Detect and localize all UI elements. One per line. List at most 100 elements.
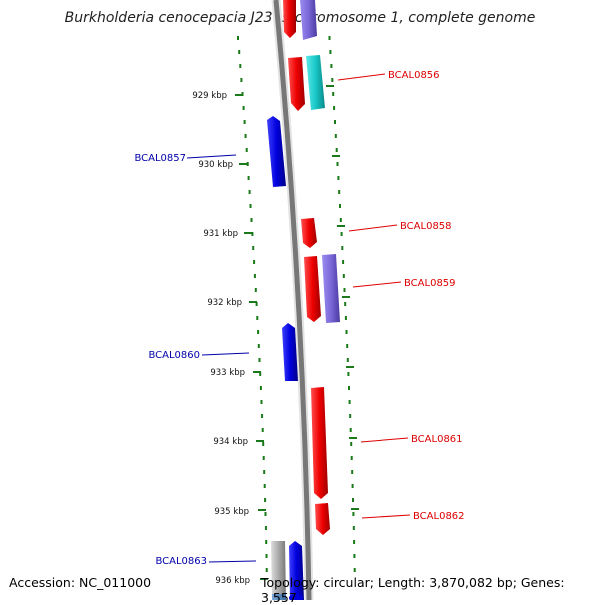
- minor-tick: [330, 64, 333, 68]
- minor-tick: [345, 330, 348, 334]
- minor-tick: [255, 302, 258, 306]
- minor-tick: [263, 484, 266, 488]
- minor-tick: [350, 456, 353, 460]
- minor-tick: [243, 120, 246, 124]
- minor-tick: [340, 232, 343, 236]
- accession-text: Accession: NC_011000: [9, 575, 152, 590]
- gene-bcal0856[interactable]: [288, 57, 305, 111]
- minor-tick: [334, 120, 336, 124]
- gene-label-bcal0862[interactable]: BCAL0862: [413, 511, 465, 522]
- minor-tick: [237, 36, 239, 40]
- minor-tick: [245, 148, 248, 152]
- minor-tick: [258, 358, 261, 362]
- minor-tick: [353, 540, 356, 544]
- tick-label: 936 kbp: [215, 576, 250, 586]
- minor-tick: [248, 190, 251, 194]
- minor-tick: [260, 400, 263, 404]
- genome-summary-text: Topology: circular; Length: 3,870,082 bp…: [261, 575, 565, 605]
- gene-bcal0861[interactable]: [311, 387, 328, 499]
- minor-tick: [344, 316, 347, 320]
- minor-tick: [346, 344, 349, 348]
- minor-tick: [264, 498, 267, 502]
- minor-tick: [242, 106, 245, 110]
- gene-bcal0860[interactable]: [282, 323, 298, 381]
- gene-label-bcal0859[interactable]: BCAL0859: [404, 278, 456, 289]
- minor-tick: [254, 288, 257, 292]
- minor-tick: [351, 484, 354, 488]
- minor-tick: [262, 442, 265, 446]
- minor-tick: [348, 386, 350, 390]
- gene-label-bcal0857[interactable]: BCAL0857: [134, 153, 186, 164]
- feature-teal[interactable]: [306, 55, 325, 110]
- tick-label: 935 kbp: [214, 507, 249, 517]
- gene-labels: BCAL0856 BCAL0857 BCAL0858 BCAL0859 BCAL…: [134, 70, 464, 567]
- minor-tick: [250, 218, 253, 222]
- minor-tick: [265, 540, 268, 544]
- minor-tick: [264, 526, 267, 530]
- minor-tick: [341, 246, 344, 250]
- minor-tick: [251, 232, 254, 236]
- minor-tick: [342, 274, 345, 278]
- map-title: Burkholderia cenocepacia J2315 chromosom…: [64, 10, 536, 26]
- genome-backbone-core: [273, 0, 312, 600]
- minor-tick: [244, 134, 247, 138]
- leader-lines: [186, 73, 411, 563]
- minor-tick: [352, 498, 354, 502]
- minor-tick: [352, 526, 355, 530]
- minor-tick: [252, 246, 255, 250]
- minor-tick: [342, 260, 345, 264]
- gene-label-bcal0863[interactable]: BCAL0863: [155, 556, 207, 567]
- gene-label-bcal0856[interactable]: BCAL0856: [388, 70, 440, 81]
- feature-partial-top-purple[interactable]: [300, 0, 317, 40]
- feature-bottom-steel[interactable]: [272, 594, 286, 600]
- gene-label-bcal0860[interactable]: BCAL0860: [148, 350, 200, 361]
- minor-tick: [339, 218, 342, 222]
- tick-label: 931 kbp: [203, 229, 238, 239]
- minor-tick: [328, 36, 331, 40]
- minor-tick: [335, 148, 338, 152]
- minor-tick: [265, 568, 268, 572]
- minor-tick: [346, 358, 349, 362]
- gene-bcal0859[interactable]: [304, 256, 321, 322]
- minor-tick: [264, 512, 267, 516]
- feature-purple[interactable]: [322, 254, 340, 323]
- tick-label: 933 kbp: [210, 368, 245, 378]
- minor-tick: [265, 554, 268, 558]
- gene-label-bcal0858[interactable]: BCAL0858: [400, 221, 452, 232]
- minor-tick: [240, 78, 243, 82]
- minor-ticks-left: [237, 36, 268, 572]
- gene-bcal0862[interactable]: [315, 503, 330, 535]
- minor-tick: [246, 162, 249, 166]
- feature-bottom-blue[interactable]: [289, 594, 303, 600]
- feature-gray[interactable]: [271, 541, 286, 600]
- tick-label: 930 kbp: [198, 160, 233, 170]
- major-ticks: [235, 85, 359, 580]
- minor-tick: [253, 260, 256, 264]
- minor-tick: [339, 204, 341, 208]
- gene-bcal0858[interactable]: [301, 218, 317, 248]
- minor-tick: [349, 428, 352, 432]
- minor-tick: [331, 78, 334, 82]
- minor-tick: [261, 428, 264, 432]
- feature-partial-top-red[interactable]: [283, 0, 296, 38]
- tick-labels: 929 kbp 930 kbp 931 kbp 932 kbp 933 kbp …: [192, 91, 250, 586]
- minor-tick: [347, 372, 350, 376]
- minor-tick: [337, 176, 340, 180]
- tick-label: 932 kbp: [207, 298, 242, 308]
- minor-tick: [336, 162, 339, 166]
- minor-tick: [259, 386, 262, 390]
- gene-label-bcal0861[interactable]: BCAL0861: [411, 434, 463, 445]
- minor-tick: [334, 134, 337, 138]
- minor-tick: [332, 92, 335, 96]
- minor-tick: [333, 106, 336, 110]
- minor-tick: [249, 204, 252, 208]
- minor-tick: [259, 372, 262, 376]
- minor-tick: [344, 302, 347, 306]
- minor-tick: [241, 92, 244, 96]
- gene-bcal0863[interactable]: [289, 541, 304, 600]
- minor-tick: [352, 512, 355, 516]
- minor-tick: [353, 554, 356, 558]
- gene-bcal0857[interactable]: [267, 116, 286, 187]
- minor-tick: [338, 190, 341, 194]
